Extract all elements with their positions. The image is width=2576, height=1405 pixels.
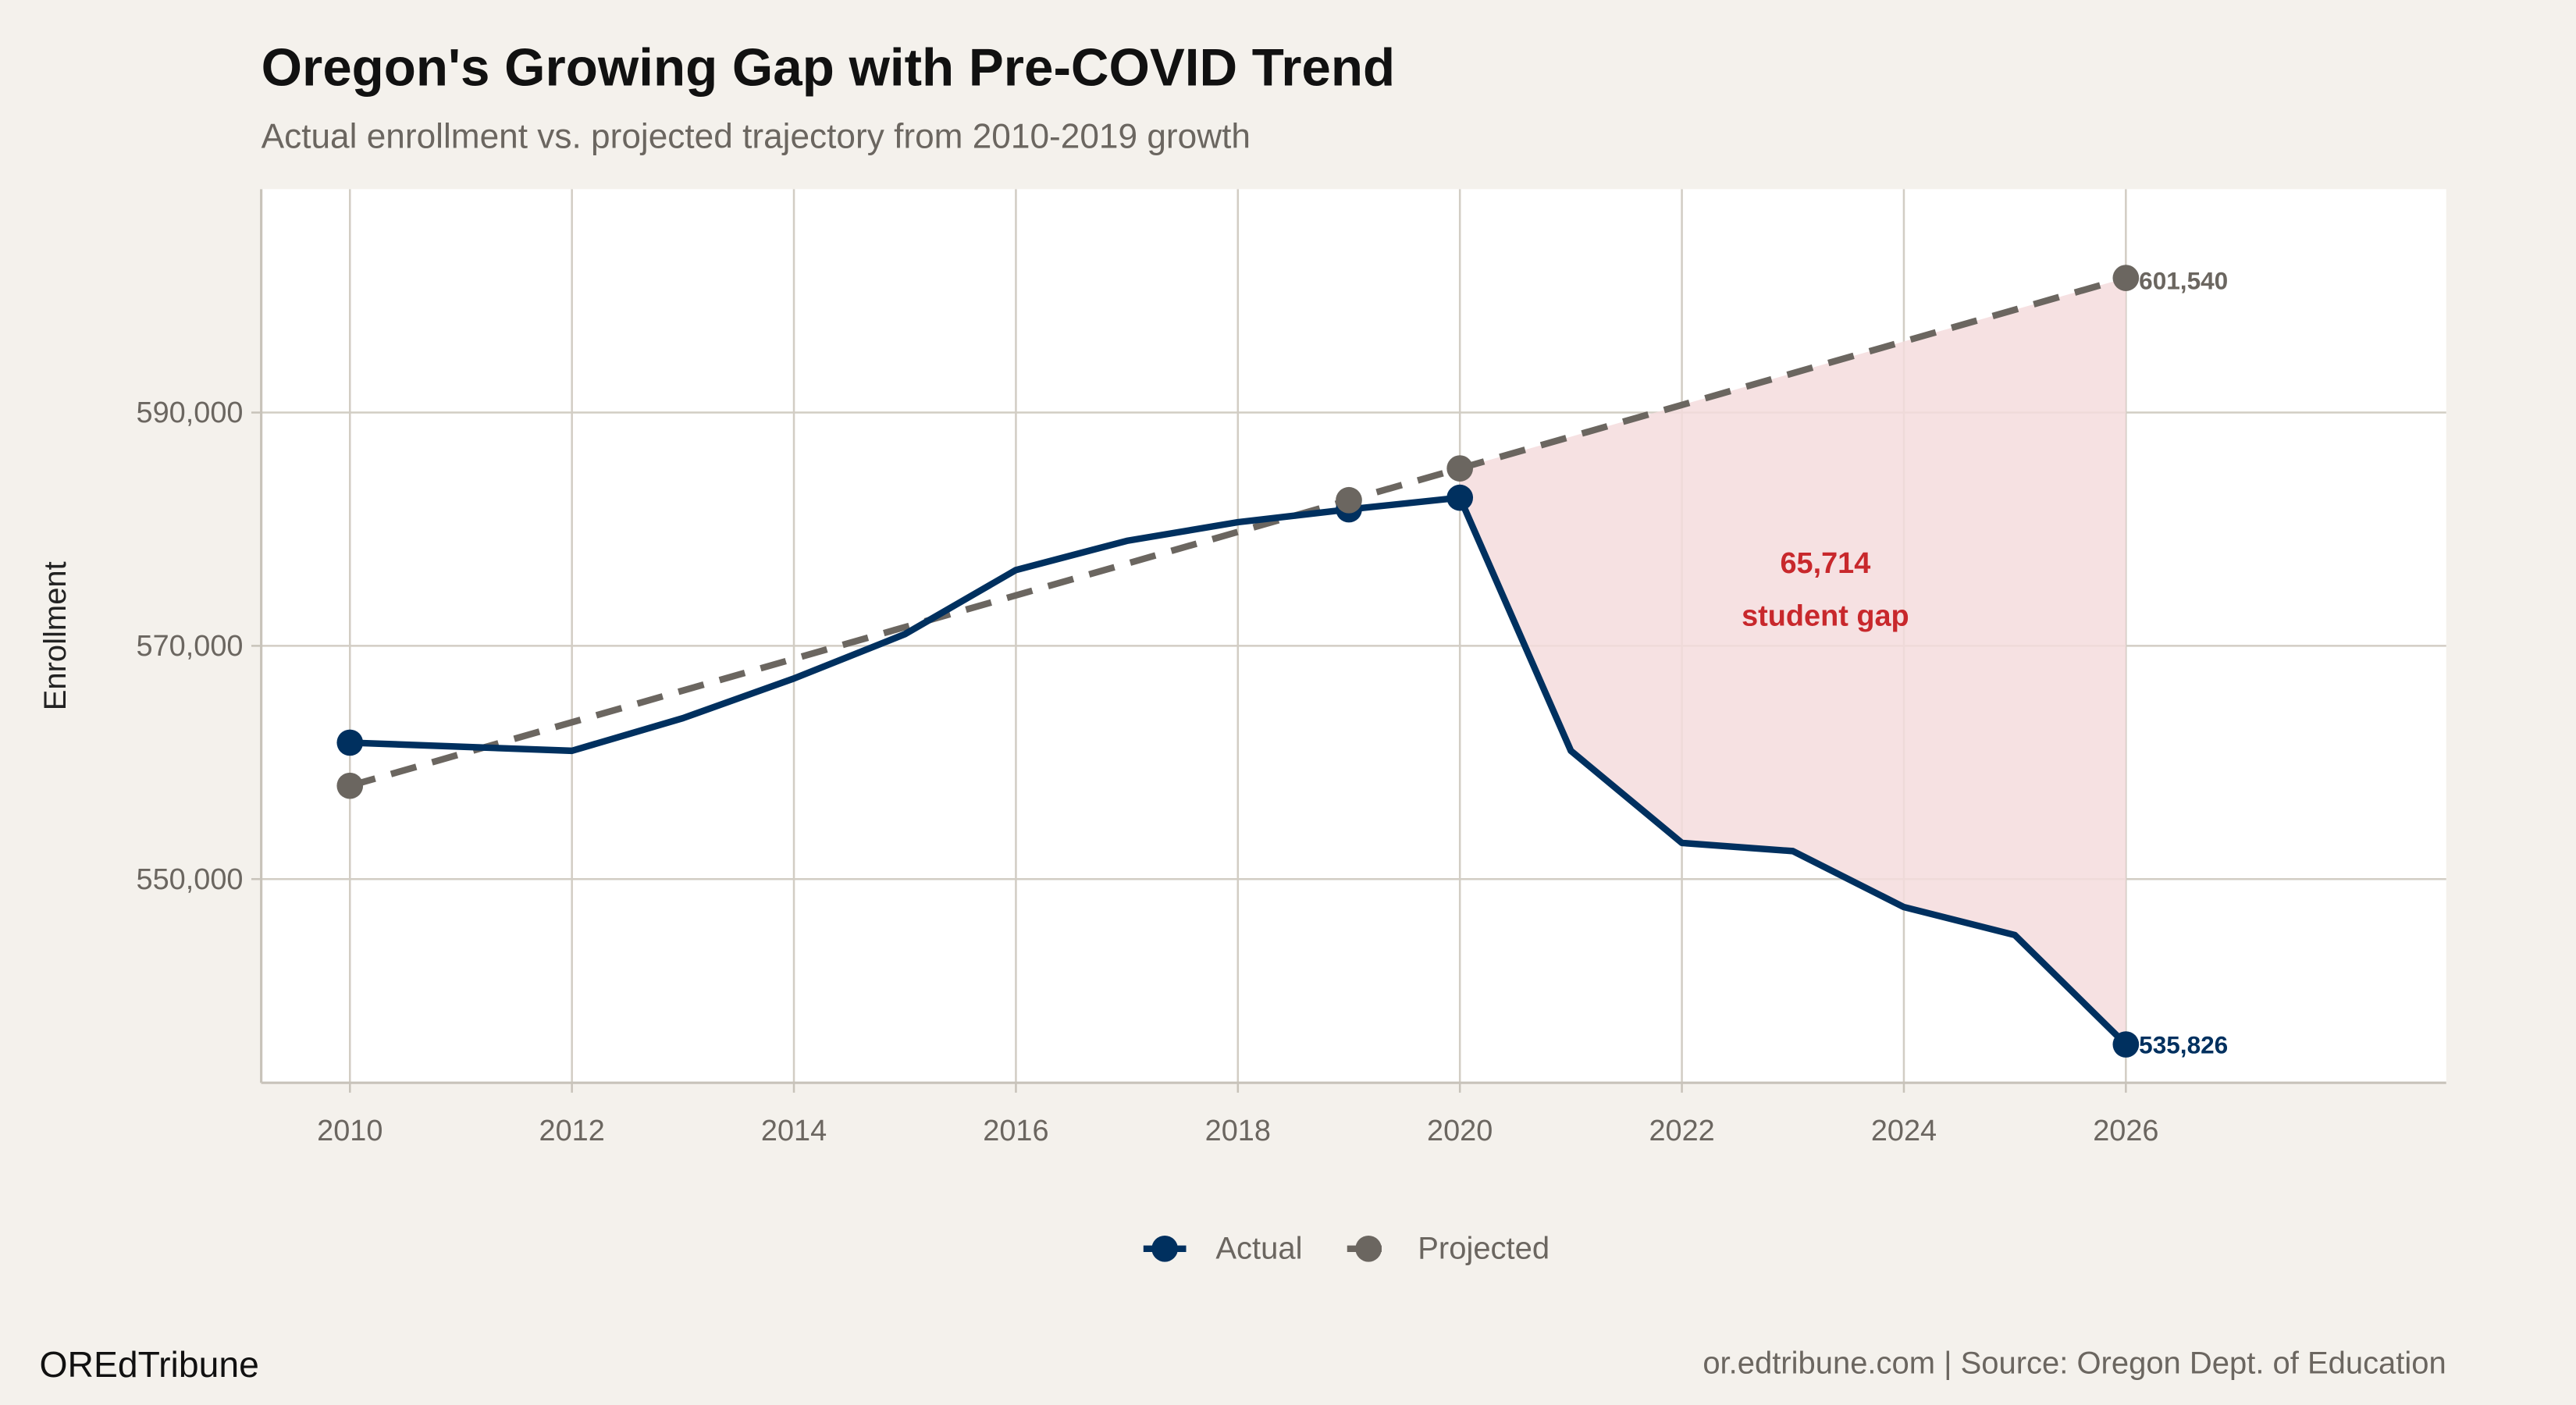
gap-text-annotation: student gap	[1742, 600, 1909, 633]
y-tick-label: 570,000	[137, 630, 244, 663]
series-points	[336, 265, 2140, 1058]
source-caption: or.edtribune.com | Source: Oregon Dept. …	[1703, 1346, 2446, 1381]
chart-subtitle: Actual enrollment vs. projected trajecto…	[262, 118, 1251, 156]
x-tick-label: 2024	[1871, 1115, 1937, 1147]
x-tick-label: 2016	[983, 1115, 1048, 1147]
actual-point	[2112, 1031, 2140, 1058]
projected-end-label: 601,540	[2139, 267, 2228, 295]
x-tick-label: 2010	[317, 1115, 382, 1147]
actual-point	[336, 729, 364, 756]
y-tick-label: 550,000	[137, 863, 244, 896]
projected-point	[1336, 486, 1362, 514]
gap-fill-polygon	[1460, 278, 2126, 1045]
x-tick-label: 2018	[1205, 1115, 1271, 1147]
y-ticks: 550,000 570,000 590,000	[137, 397, 262, 896]
actual-point	[1446, 484, 1474, 511]
x-tick-label: 2022	[1649, 1115, 1714, 1147]
chart-title: Oregon's Growing Gap with Pre-COVID Tren…	[262, 39, 1396, 98]
x-tick-label: 2012	[539, 1115, 605, 1147]
y-tick-label: 590,000	[137, 397, 244, 429]
y-axis-label: Enrollment	[38, 561, 73, 710]
gap-area	[1460, 278, 2126, 1045]
projected-line	[349, 275, 2127, 789]
x-tick-label: 2026	[2093, 1115, 2158, 1147]
series-lines	[349, 275, 2129, 1048]
legend-actual-label: Actual	[1215, 1231, 1302, 1265]
x-tick-label: 2014	[761, 1115, 827, 1147]
gap-value-annotation: 65,714	[1780, 547, 1870, 580]
actual-line	[350, 494, 2129, 1048]
actual-end-label: 535,826	[2139, 1030, 2228, 1058]
legend-projected-marker	[1355, 1235, 1382, 1262]
legend: Actual Projected	[1143, 1231, 1550, 1265]
projected-point	[336, 772, 364, 799]
legend-projected-label: Projected	[1418, 1231, 1550, 1265]
brand-logo-text: OREdTribune	[40, 1344, 259, 1385]
legend-actual-marker	[1151, 1235, 1178, 1262]
projected-point	[1446, 455, 1474, 482]
legend-item-projected[interactable]: Projected	[1347, 1231, 1550, 1265]
x-tick-label: 2020	[1427, 1115, 1493, 1147]
projected-point	[2112, 265, 2140, 291]
legend-item-actual[interactable]: Actual	[1143, 1231, 1303, 1265]
x-ticks: 2010 2012 2014 2016 2018 2020 2022 2024 2026	[317, 1083, 2158, 1147]
